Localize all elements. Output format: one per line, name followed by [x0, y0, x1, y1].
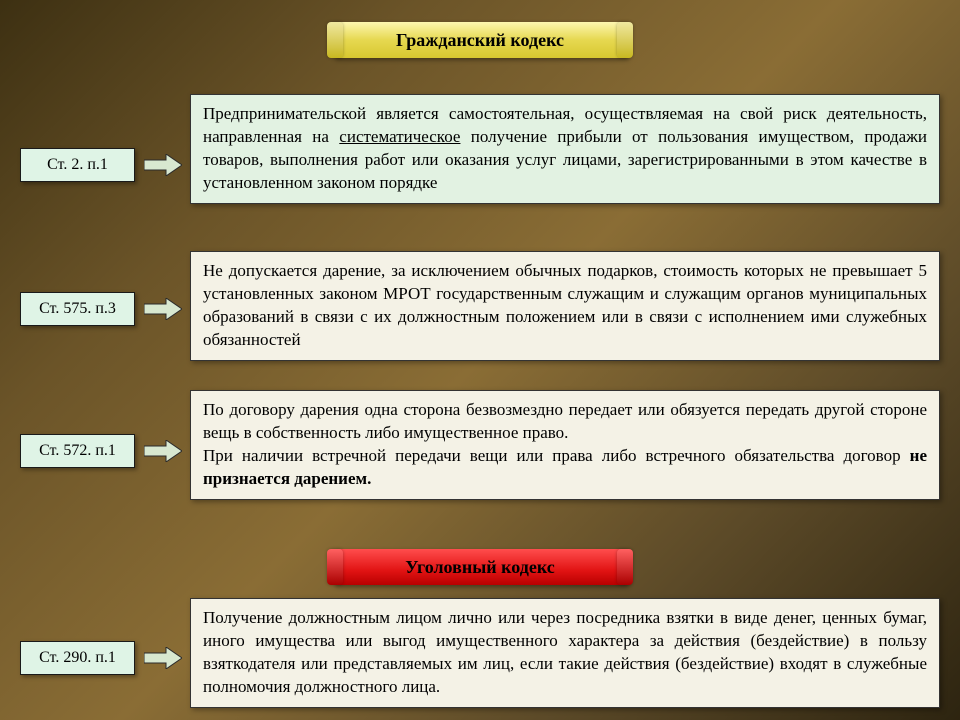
article-ref: Ст. 2. п.1: [20, 148, 135, 182]
arrow-right-icon: [144, 154, 182, 176]
banner-civil-code: Гражданский кодекс: [333, 22, 627, 58]
article-ref: Ст. 572. п.1: [20, 434, 135, 468]
content-box: Получение должностным лицом лично или че…: [190, 598, 940, 708]
content-box: Предпринимательской является самостоятел…: [190, 94, 940, 204]
article-ref: Ст. 290. п.1: [20, 641, 135, 675]
arrow-right-icon: [144, 298, 182, 320]
content-box: Не допускается дарение, за исключением о…: [190, 251, 940, 361]
article-ref: Ст. 575. п.3: [20, 292, 135, 326]
arrow-right-icon: [144, 440, 182, 462]
arrow-right-icon: [144, 647, 182, 669]
content-box: По договору дарения одна сторона безвозм…: [190, 390, 940, 500]
banner-criminal-code: Уголовный кодекс: [333, 549, 627, 585]
